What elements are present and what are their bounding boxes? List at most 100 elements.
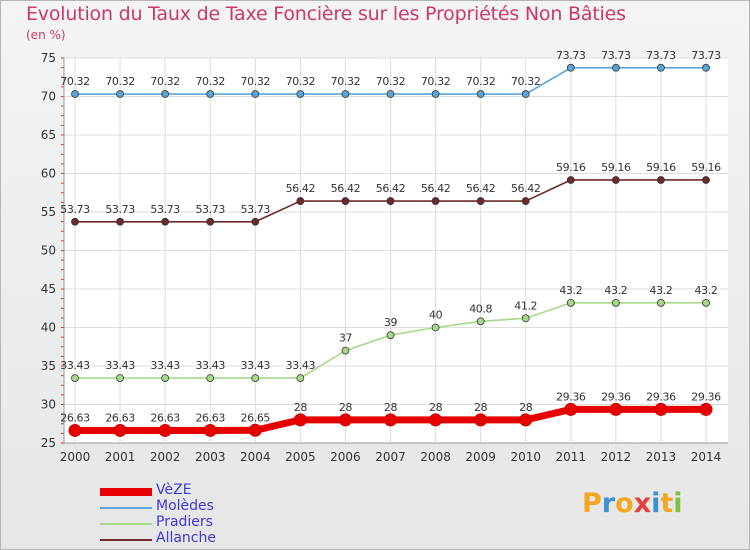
data-label-moledes: 70.32 bbox=[466, 75, 496, 88]
data-point-allanche bbox=[476, 197, 485, 205]
x-tick-label: 2010 bbox=[510, 450, 541, 464]
data-label-pradiers: 43.2 bbox=[695, 284, 718, 297]
data-point-moledes bbox=[386, 90, 395, 98]
data-label-moledes: 70.32 bbox=[105, 75, 135, 88]
logo-letter: i bbox=[673, 488, 683, 519]
data-label-veze: 28 bbox=[384, 401, 398, 414]
data-point-moledes bbox=[206, 90, 215, 98]
y-tick-label: 45 bbox=[41, 282, 56, 296]
data-point-veze bbox=[519, 413, 533, 427]
data-point-allanche bbox=[296, 197, 305, 205]
y-tick-label: 35 bbox=[41, 359, 56, 373]
x-tick-label: 2008 bbox=[420, 450, 451, 464]
data-label-moledes: 73.73 bbox=[646, 49, 676, 62]
data-label-allanche: 56.42 bbox=[511, 182, 541, 195]
y-tick-label: 30 bbox=[41, 398, 56, 412]
data-label-pradiers: 33.43 bbox=[286, 359, 316, 372]
data-label-allanche: 59.16 bbox=[601, 161, 631, 174]
data-point-pradiers bbox=[296, 374, 305, 382]
x-tick-label: 2011 bbox=[556, 450, 587, 464]
data-label-veze: 29.36 bbox=[691, 390, 721, 403]
data-point-allanche bbox=[251, 217, 260, 226]
data-label-allanche: 56.42 bbox=[466, 182, 496, 195]
unit-label: (en %) bbox=[26, 28, 66, 42]
data-label-pradiers: 39 bbox=[384, 316, 398, 329]
data-point-veze bbox=[384, 413, 397, 427]
data-label-allanche: 59.16 bbox=[556, 161, 586, 174]
y-tick-label: 70 bbox=[41, 90, 56, 104]
data-label-allanche: 56.42 bbox=[376, 182, 406, 195]
data-label-allanche: 53.73 bbox=[241, 203, 271, 216]
x-tick-label: 2003 bbox=[195, 450, 226, 464]
data-point-moledes bbox=[431, 90, 440, 98]
logo-letter: i bbox=[651, 488, 661, 519]
data-point-pradiers bbox=[116, 374, 124, 382]
data-label-moledes: 70.32 bbox=[511, 75, 541, 88]
data-point-pradiers bbox=[702, 298, 710, 307]
x-tick-label: 2012 bbox=[601, 450, 632, 464]
data-point-veze bbox=[68, 423, 82, 437]
y-tick-label: 55 bbox=[41, 205, 56, 219]
data-point-moledes bbox=[251, 90, 260, 98]
data-label-veze: 26.63 bbox=[60, 411, 90, 424]
y-tick-label: 65 bbox=[41, 128, 56, 142]
proxiti-logo: Proxiti bbox=[582, 488, 683, 519]
data-label-allanche: 56.42 bbox=[286, 182, 316, 195]
data-label-veze: 28 bbox=[474, 401, 488, 414]
data-point-pradiers bbox=[657, 298, 665, 307]
data-point-moledes bbox=[71, 90, 79, 98]
data-point-pradiers bbox=[386, 331, 395, 340]
data-label-pradiers: 41.2 bbox=[514, 299, 537, 312]
data-label-moledes: 70.32 bbox=[60, 75, 90, 88]
data-label-moledes: 70.32 bbox=[241, 75, 271, 88]
data-point-pradiers bbox=[611, 298, 620, 307]
data-label-moledes: 73.73 bbox=[556, 49, 586, 62]
data-point-pradiers bbox=[566, 298, 575, 307]
data-label-moledes: 70.32 bbox=[421, 75, 451, 88]
data-label-veze: 26.65 bbox=[241, 411, 271, 424]
data-point-allanche bbox=[702, 176, 710, 184]
data-label-veze: 26.63 bbox=[105, 411, 135, 424]
data-point-allanche bbox=[161, 217, 170, 226]
data-point-pradiers bbox=[341, 346, 350, 355]
legend-label: Molèdes bbox=[156, 498, 214, 514]
data-label-pradiers: 43.2 bbox=[649, 284, 672, 297]
data-point-allanche bbox=[566, 176, 575, 184]
legend-swatch bbox=[100, 523, 152, 525]
data-point-moledes bbox=[657, 63, 665, 72]
data-point-pradiers bbox=[521, 314, 530, 323]
data-label-veze: 29.36 bbox=[646, 390, 676, 403]
x-tick-label: 2005 bbox=[285, 450, 316, 464]
x-tick-label: 2014 bbox=[691, 450, 722, 464]
logo-letter: P bbox=[582, 488, 602, 519]
data-point-veze bbox=[158, 423, 172, 437]
data-point-allanche bbox=[116, 217, 124, 226]
x-tick-label: 2000 bbox=[60, 450, 91, 464]
data-label-veze: 26.63 bbox=[195, 411, 225, 424]
y-tick-label: 75 bbox=[41, 51, 56, 65]
data-label-pradiers: 37 bbox=[339, 332, 353, 345]
data-point-pradiers bbox=[206, 374, 215, 382]
data-label-moledes: 73.73 bbox=[601, 49, 631, 62]
data-point-moledes bbox=[476, 90, 485, 98]
data-label-pradiers: 33.43 bbox=[105, 359, 135, 372]
data-point-allanche bbox=[431, 197, 440, 205]
data-point-allanche bbox=[386, 197, 395, 205]
x-tick-label: 2002 bbox=[150, 450, 181, 464]
data-point-moledes bbox=[521, 90, 530, 98]
data-point-allanche bbox=[206, 217, 215, 226]
data-point-veze bbox=[113, 423, 127, 437]
data-label-moledes: 70.32 bbox=[376, 75, 406, 88]
x-tick-label: 2001 bbox=[105, 450, 136, 464]
legend-label: Pradiers bbox=[156, 514, 213, 530]
data-label-allanche: 59.16 bbox=[646, 161, 676, 174]
data-label-moledes: 70.32 bbox=[150, 75, 180, 88]
data-point-veze bbox=[248, 423, 262, 437]
data-label-pradiers: 43.2 bbox=[604, 284, 627, 297]
data-point-moledes bbox=[566, 63, 575, 72]
data-label-pradiers: 33.43 bbox=[195, 359, 225, 372]
data-label-allanche: 53.73 bbox=[60, 203, 90, 216]
data-label-moledes: 73.73 bbox=[691, 49, 721, 62]
data-point-veze bbox=[474, 413, 488, 427]
data-point-veze bbox=[654, 402, 668, 416]
